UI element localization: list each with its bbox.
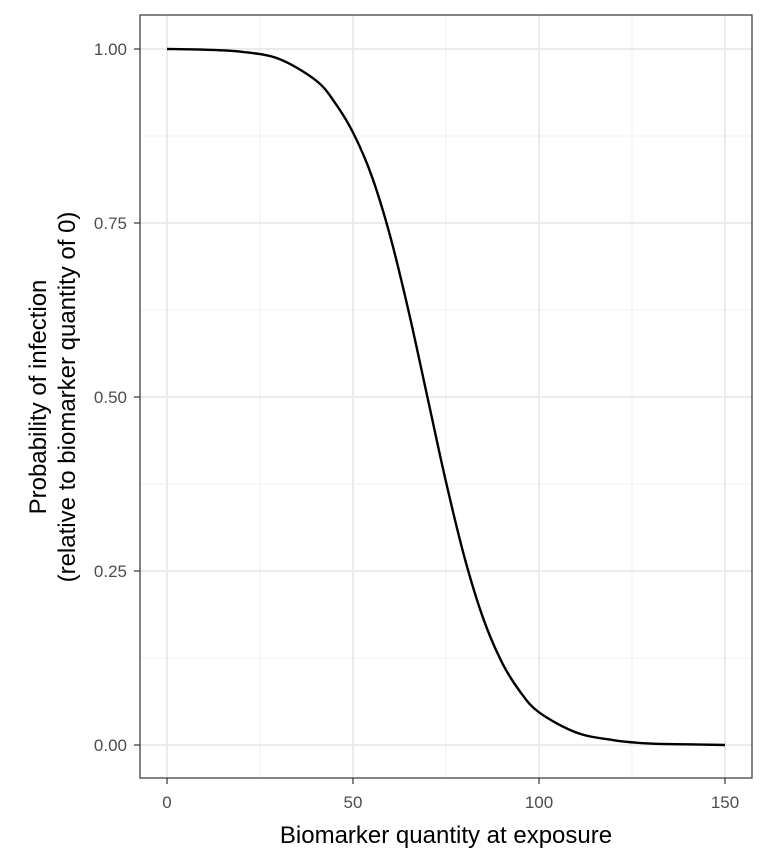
x-axis: 0 50 100 150 [162, 778, 739, 812]
y-tick-label: 0.00 [94, 736, 127, 755]
y-axis: 0.00 0.25 0.50 0.75 1.00 [94, 40, 140, 755]
x-tick-label: 100 [525, 793, 553, 812]
y-tick-label: 0.75 [94, 214, 127, 233]
y-tick-label: 0.50 [94, 388, 127, 407]
y-tick-label: 0.25 [94, 562, 127, 581]
probability-curve [166, 47, 726, 747]
x-tick-label: 0 [162, 793, 171, 812]
x-axis-title: Biomarker quantity at exposure [280, 822, 612, 849]
x-tick-label: 150 [711, 793, 739, 812]
y-axis-title-line1: Probability of infection [25, 280, 52, 515]
x-tick-label: 50 [344, 793, 363, 812]
y-tick-label: 1.00 [94, 40, 127, 59]
y-axis-title-line2: (relative to biomarker quantity of 0) [54, 212, 81, 583]
grid-major [140, 15, 752, 778]
